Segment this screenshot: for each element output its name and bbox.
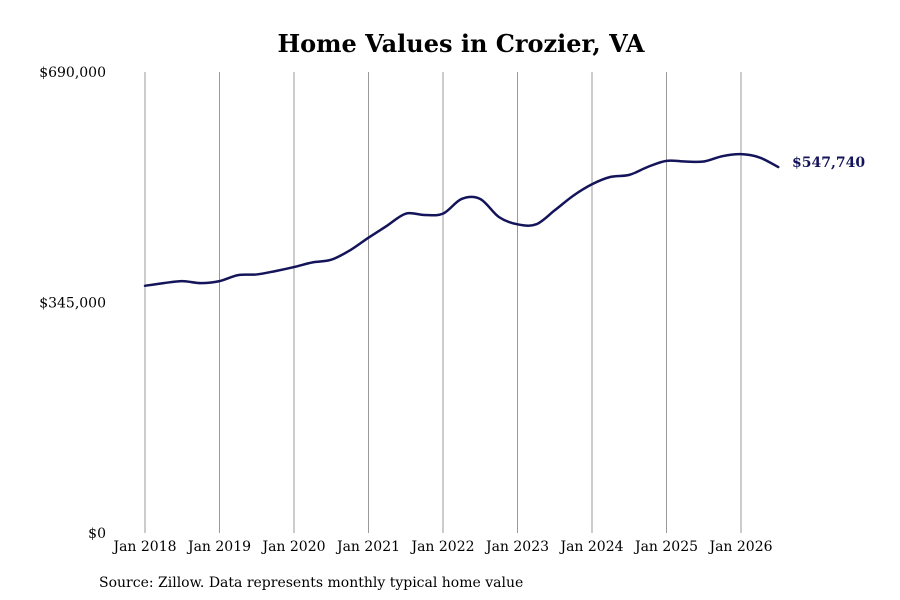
x-tick-label: Jan 2018 <box>111 539 176 555</box>
x-tick-label: Jan 2020 <box>260 539 325 555</box>
y-tick-label: $690,000 <box>39 65 106 81</box>
x-tick-label: Jan 2023 <box>484 539 549 555</box>
y-tick-label: $345,000 <box>39 296 106 312</box>
vertical-grid <box>144 72 742 533</box>
x-tick-label: Jan 2019 <box>186 539 251 555</box>
chart-title: Home Values in Crozier, VA <box>277 29 644 58</box>
y-tick-label: $0 <box>88 526 106 542</box>
x-tick-label: Jan 2024 <box>558 539 623 555</box>
y-axis: $0 $345,000 $690,000 <box>39 65 106 542</box>
home-value-line <box>143 152 780 288</box>
x-tick-label: Jan 2026 <box>707 539 772 555</box>
x-tick-label: Jan 2025 <box>633 539 698 555</box>
series-layer <box>143 152 780 288</box>
x-axis: Jan 2018 Jan 2019 Jan 2020 Jan 2021 Jan 2022… <box>111 539 772 555</box>
x-tick-label: Jan 2021 <box>335 539 400 555</box>
source-note: Source: Zillow. Data represents monthly … <box>99 575 523 591</box>
end-value-label: $547,740 <box>792 155 865 171</box>
x-tick-label: Jan 2022 <box>409 539 474 555</box>
